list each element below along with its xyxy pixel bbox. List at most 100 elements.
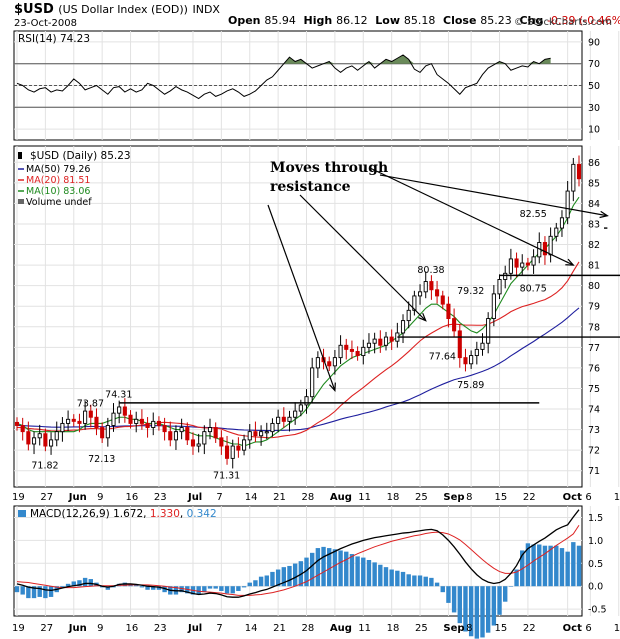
- price-bar-body: [457, 330, 462, 359]
- macd-histogram-bar: [480, 586, 485, 638]
- x-tick-label-macd: 16: [126, 623, 139, 634]
- price-bar-body: [145, 422, 150, 428]
- x-tick-label: 6: [585, 492, 591, 503]
- x-tick-label: Jul: [187, 492, 202, 503]
- macd-histogram-bar: [253, 580, 258, 587]
- ma10-line: [16, 196, 580, 447]
- price-bar-body: [423, 281, 428, 293]
- price-bar-body: [548, 235, 553, 256]
- macd-histogram-bar: [451, 586, 457, 613]
- macd-histogram-bar: [247, 582, 252, 587]
- macd-histogram-bar: [400, 571, 406, 587]
- x-tick-label: 19: [12, 492, 25, 503]
- low-label: Low: [375, 14, 400, 27]
- x-tick-label: 16: [126, 492, 139, 503]
- macd-histogram-bar: [485, 586, 491, 633]
- price-bar-body: [571, 163, 576, 192]
- y-tick-label: 50: [588, 81, 600, 92]
- price-bar-body: [344, 344, 349, 350]
- chart-title: $USD (US Dollar Index (EOD)) INDX: [14, 2, 220, 17]
- price-bar-body: [542, 242, 547, 256]
- price-bar-body: [54, 431, 59, 441]
- macd-histogram-bar: [145, 586, 150, 590]
- price-bar-body: [230, 445, 235, 459]
- macd-histogram-bar: [275, 569, 281, 587]
- chart-date: 23-Oct-2008: [14, 18, 77, 29]
- macd-histogram-bar: [463, 586, 468, 632]
- open-label: Open: [228, 14, 261, 27]
- macd-histogram-bar: [383, 567, 389, 587]
- brand-logo: © StockCharts.com: [513, 17, 612, 28]
- exchange: INDX: [192, 3, 220, 16]
- high-value: 86.12: [336, 14, 368, 27]
- macd-legend-label: MACD(12,26,9) 1.672,: [30, 508, 150, 520]
- macd-histogram-bar: [554, 545, 559, 587]
- low-value: 85.18: [403, 14, 436, 27]
- price-point-label: 74.31: [105, 390, 132, 401]
- price-bar-body: [190, 439, 196, 447]
- macd-histogram-bar: [151, 586, 156, 590]
- macd-histogram-bar: [202, 586, 207, 593]
- macd-histogram-bar: [378, 564, 383, 587]
- y-tick-label: 86: [588, 158, 600, 169]
- price-bar-body: [565, 190, 570, 219]
- price-bar-body: [270, 422, 275, 433]
- macd-histogram-bar: [321, 546, 326, 587]
- macd-histogram-bar: [43, 586, 48, 599]
- price-bar-body: [224, 445, 230, 459]
- x-tick-label: 15: [495, 492, 508, 503]
- macd-histogram-bar: [395, 570, 400, 587]
- x-tick-label-macd: 15: [495, 623, 508, 634]
- price-bar-body: [525, 262, 530, 266]
- price-bar-body: [400, 320, 406, 334]
- macd-histogram-bar: [503, 586, 508, 602]
- x-tick-label: 8: [466, 492, 472, 503]
- price-bar-body: [156, 420, 161, 426]
- macd-histogram-bar: [440, 586, 445, 593]
- macd-histogram-bar: [287, 565, 292, 587]
- price-bar-body: [66, 418, 71, 424]
- macd-legend: MACD(12,26,9) 1.672, 1.330, 0.342: [30, 508, 217, 520]
- macd-histogram-bar: [542, 545, 548, 587]
- rsi-overbought-area: [323, 61, 335, 64]
- price-bar-body: [26, 431, 31, 445]
- price-bar-body: [440, 295, 445, 305]
- legend-ma10: MA(10) 83.06: [26, 186, 90, 197]
- price-bar-body: [315, 357, 320, 369]
- x-tick-label-macd: 18: [387, 623, 400, 634]
- x-tick-label-macd: 9: [97, 623, 103, 634]
- x-tick-label: 27: [40, 492, 53, 503]
- y-tick-label: 77: [588, 343, 600, 354]
- ma50-line: [16, 307, 580, 432]
- macd-histogram-bar: [236, 586, 241, 591]
- rsi-overbought-area: [527, 61, 540, 64]
- macd-histogram-bar: [31, 586, 37, 599]
- macd-histogram-bar: [491, 586, 497, 626]
- price-bar-body: [383, 336, 389, 346]
- macd-histogram-bar: [531, 544, 536, 587]
- price-bar-body: [259, 431, 264, 437]
- y-tick-label: 79: [588, 302, 600, 313]
- ohlc-summary: Open 85.94 High 86.12 Low 85.18 Close 85…: [228, 14, 620, 27]
- price-point-label: 82.55: [520, 209, 547, 220]
- ma20-line: [16, 261, 580, 439]
- macd-histogram-bar: [412, 575, 417, 587]
- macd-histogram-bar: [77, 580, 82, 587]
- macd-histogram-bar: [366, 559, 372, 587]
- price-bar-body: [406, 309, 411, 322]
- chg-value: -0.39 (-0.46%): [547, 14, 620, 27]
- x-tick-label-macd: 14: [245, 623, 258, 634]
- macd-histogram-bar: [224, 586, 230, 594]
- x-tick-label: 14: [245, 492, 258, 503]
- price-bar-body: [139, 418, 144, 424]
- rsi-overbought-area: [539, 58, 551, 64]
- y-tick-label: 0.0: [588, 582, 603, 593]
- macd-histogram-bar: [71, 581, 76, 587]
- macd-histogram-bar: [571, 542, 576, 587]
- y-tick-label: -0.5: [588, 605, 607, 616]
- x-tick-label: Aug: [330, 492, 352, 503]
- y-tick-label: 73: [588, 425, 600, 436]
- annotation-text-line2: resistance: [270, 179, 351, 195]
- y-tick-label: 10: [588, 125, 600, 136]
- macd-legend-hist: 0.342: [187, 508, 217, 520]
